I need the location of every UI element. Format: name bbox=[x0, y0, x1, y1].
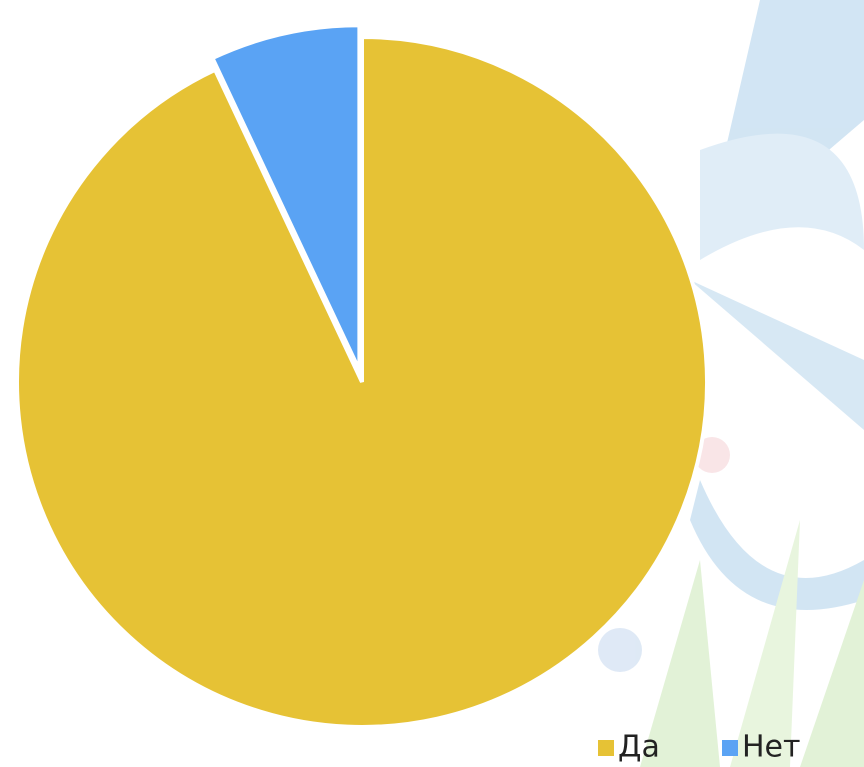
legend-label: Да bbox=[618, 730, 660, 765]
pie-slice bbox=[209, 23, 362, 372]
legend-swatch bbox=[722, 740, 738, 756]
pie-slice bbox=[15, 34, 709, 729]
legend-swatch bbox=[598, 740, 614, 756]
legend-label: Нет bbox=[742, 730, 801, 765]
background-decoration bbox=[598, 0, 864, 767]
